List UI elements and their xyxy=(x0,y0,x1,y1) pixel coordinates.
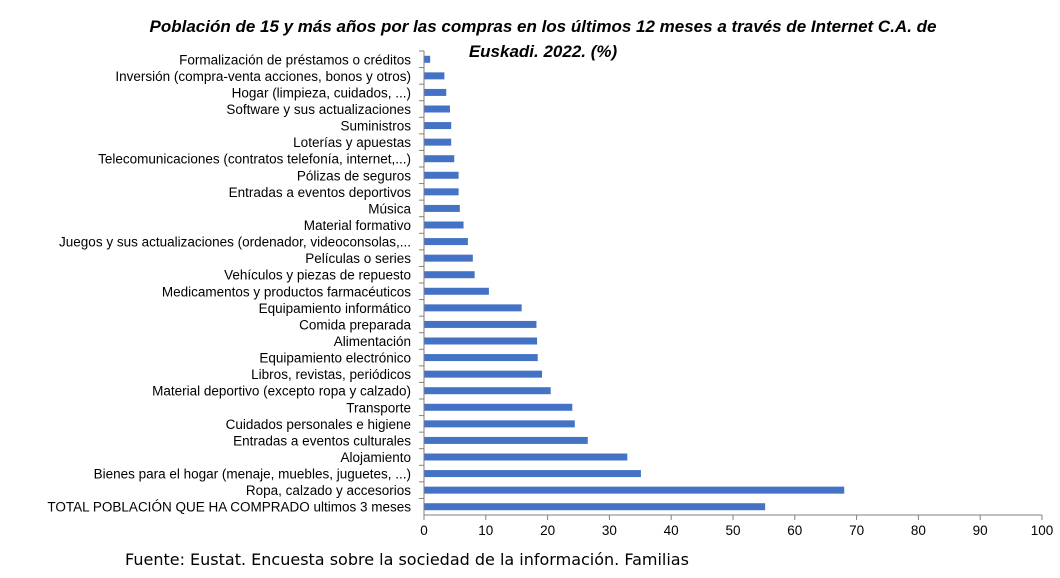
bar xyxy=(424,55,431,63)
category-label: Películas o series xyxy=(305,251,411,266)
bar xyxy=(424,337,538,345)
bar xyxy=(424,320,537,328)
category-label: Entradas a eventos deportivos xyxy=(229,185,412,200)
x-tick-label: 10 xyxy=(478,523,493,538)
bar xyxy=(424,171,459,179)
category-label: Pólizas de seguros xyxy=(297,168,411,183)
chart-title-line-2: Euskadi. 2022. (%) xyxy=(469,42,618,61)
bar xyxy=(424,254,473,262)
category-label: Alojamiento xyxy=(340,450,411,465)
category-label: Telecomunicaciones (contratos telefonía,… xyxy=(98,152,411,167)
category-label: Equipamiento electrónico xyxy=(259,351,411,366)
category-label: Inversión (compra-venta acciones, bonos … xyxy=(115,69,411,84)
x-tick-label: 30 xyxy=(602,523,617,538)
x-tick-label: 100 xyxy=(1031,523,1054,538)
category-label: Ropa, calzado y accesorios xyxy=(246,483,411,498)
x-tick-label: 70 xyxy=(849,523,864,538)
category-label: Hogar (limpieza, cuidados, ...) xyxy=(232,85,411,100)
bar xyxy=(424,122,452,130)
bar xyxy=(424,486,845,494)
bar xyxy=(424,221,464,229)
source-note: Fuente: Eustat. Encuesta sobre la socied… xyxy=(125,550,689,569)
category-label: Alimentación xyxy=(334,334,411,349)
category-label: Vehículos y piezas de repuesto xyxy=(224,268,411,283)
category-label: Entradas a eventos culturales xyxy=(233,433,411,448)
bar xyxy=(424,287,489,295)
bar xyxy=(424,188,459,196)
x-tick-label: 40 xyxy=(664,523,679,538)
category-label: Equipamiento informático xyxy=(259,301,411,316)
bar xyxy=(424,503,766,511)
category-label: TOTAL POBLACIÓN QUE HA COMPRADO ultimos … xyxy=(47,500,411,515)
bar xyxy=(424,403,573,411)
bar xyxy=(424,204,460,212)
bar xyxy=(424,271,475,279)
category-label: Bienes para el hogar (menaje, muebles, j… xyxy=(94,467,411,482)
bar xyxy=(424,72,445,80)
category-label: Juegos y sus actualizaciones (ordenador,… xyxy=(59,235,411,250)
category-label: Loterías y apuestas xyxy=(293,135,411,150)
x-tick-label: 0 xyxy=(420,523,428,538)
category-labels-group: Formalización de préstamos o créditos Inv… xyxy=(47,52,411,514)
bar xyxy=(424,88,447,96)
category-label: Medicamentos y productos farmacéuticos xyxy=(162,284,411,299)
bar xyxy=(424,354,538,362)
x-tick-label: 50 xyxy=(725,523,740,538)
bar xyxy=(424,387,551,395)
category-label: Material deportivo (excepto ropa y calza… xyxy=(152,384,411,399)
category-label: Comida preparada xyxy=(299,317,411,332)
category-label: Suministros xyxy=(340,119,411,134)
category-label: Transporte xyxy=(346,400,411,415)
bar xyxy=(424,304,522,312)
bar xyxy=(424,470,641,478)
x-tick-label: 90 xyxy=(973,523,988,538)
bar xyxy=(424,453,628,461)
x-tick-label: 20 xyxy=(540,523,555,538)
category-label: Libros, revistas, periódicos xyxy=(251,367,411,382)
x-tick-label: 60 xyxy=(787,523,802,538)
bar xyxy=(424,370,543,378)
bars-group xyxy=(424,55,845,511)
category-label: Material formativo xyxy=(304,218,411,233)
bar xyxy=(424,105,450,113)
chart-title-line-1: Población de 15 y más años por las compr… xyxy=(149,17,936,36)
x-tick-label: 80 xyxy=(911,523,926,538)
bar xyxy=(424,138,452,146)
bar xyxy=(424,155,455,163)
bar xyxy=(424,238,468,246)
category-label: Formalización de préstamos o créditos xyxy=(179,52,411,67)
category-label: Música xyxy=(368,201,411,216)
x-axis: 0 10 20 30 40 50 60 70 80 90 100 xyxy=(419,50,1054,538)
bar xyxy=(424,420,575,428)
category-label: Cuidados personales e higiene xyxy=(226,417,411,432)
bar xyxy=(424,436,588,444)
category-label: Software y sus actualizaciones xyxy=(226,102,411,117)
